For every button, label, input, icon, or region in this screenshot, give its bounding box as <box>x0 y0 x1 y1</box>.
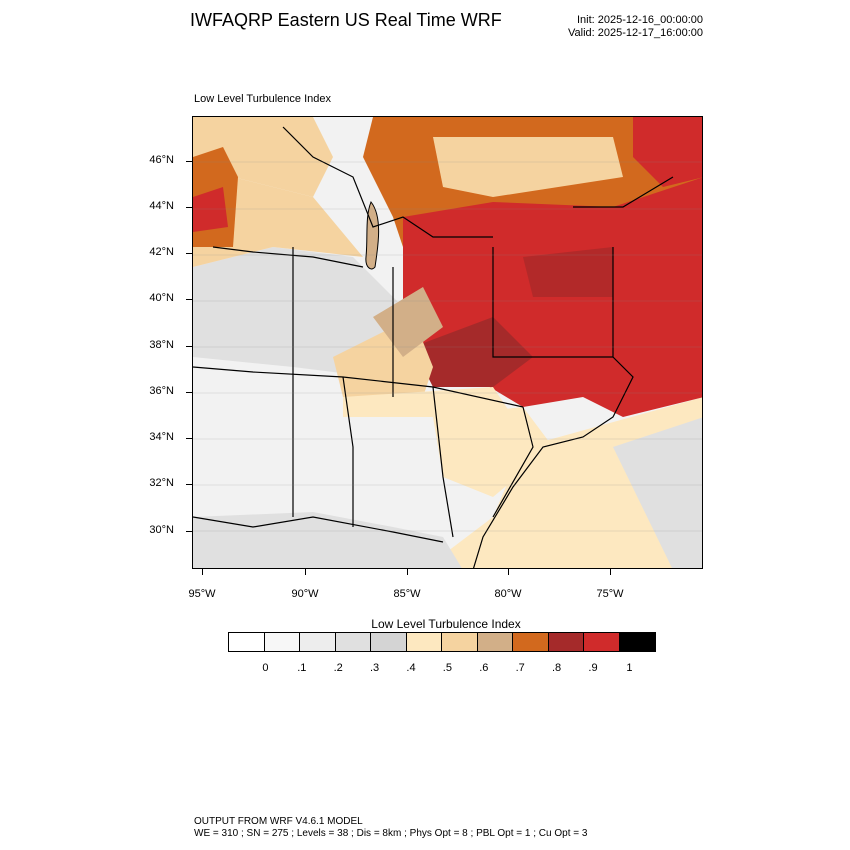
colorbar-label: .4 <box>406 662 416 674</box>
lat-label-38: 38°N <box>149 339 174 351</box>
lon-label-80: 80°W <box>494 588 522 600</box>
lon-tick <box>407 569 408 575</box>
lat-tick <box>186 531 192 532</box>
lon-label-75: 75°W <box>596 588 624 600</box>
colorbar-swatch <box>548 633 584 651</box>
colorbar-title: Low Level Turbulence Index <box>371 617 521 631</box>
lat-tick <box>186 484 192 485</box>
colorbar-label: .6 <box>479 662 489 674</box>
colorbar-swatch <box>229 633 265 651</box>
valid-time: Valid: 2025-12-17_16:00:00 <box>568 27 703 39</box>
colorbar-label: .1 <box>297 662 307 674</box>
lat-label-32: 32°N <box>149 477 174 489</box>
colorbar-label: 1 <box>626 662 633 674</box>
colorbar-label: .9 <box>588 662 598 674</box>
lon-label-85: 85°W <box>393 588 421 600</box>
colorbar-swatch <box>477 633 513 651</box>
colorbar-swatch <box>513 633 549 651</box>
colorbar-swatch <box>406 633 442 651</box>
map-panel <box>192 116 703 569</box>
model-footer: OUTPUT FROM WRF V4.6.1 MODEL WE = 310 ; … <box>194 816 587 840</box>
colorbar-swatch <box>619 633 655 651</box>
colorbar-swatch <box>300 633 336 651</box>
colorbar-swatch <box>371 633 407 651</box>
lat-tick <box>186 438 192 439</box>
figure-title: IWFAQRP Eastern US Real Time WRF <box>190 10 502 30</box>
time-info: Init: 2025-12-16_00:00:00 Valid: 2025-12… <box>568 14 703 40</box>
lat-label-30: 30°N <box>149 524 174 536</box>
lat-tick <box>186 253 192 254</box>
lat-label-34: 34°N <box>149 431 174 443</box>
colorbar-swatch <box>264 633 300 651</box>
lat-label-44: 44°N <box>149 200 174 212</box>
lon-tick <box>508 569 509 575</box>
colorbar <box>228 632 656 652</box>
colorbar-label: .3 <box>370 662 380 674</box>
footer-line-1: OUTPUT FROM WRF V4.6.1 MODEL <box>194 816 363 827</box>
colorbar-label: .8 <box>552 662 562 674</box>
lon-tick <box>305 569 306 575</box>
init-time: Init: 2025-12-16_00:00:00 <box>577 14 703 26</box>
colorbar-label: 0 <box>262 662 269 674</box>
colorbar-swatch <box>335 633 371 651</box>
lon-label-95: 95°W <box>188 588 216 600</box>
lat-tick <box>186 346 192 347</box>
map-field <box>193 117 702 568</box>
lat-label-46: 46°N <box>149 154 174 166</box>
lon-label-90: 90°W <box>291 588 319 600</box>
colorbar-swatch <box>584 633 620 651</box>
map-subtitle: Low Level Turbulence Index <box>194 93 331 105</box>
colorbar-swatch <box>442 633 478 651</box>
lat-label-42: 42°N <box>149 246 174 258</box>
colorbar-label: .7 <box>515 662 525 674</box>
lon-tick <box>202 569 203 575</box>
lat-tick <box>186 161 192 162</box>
lat-label-40: 40°N <box>149 292 174 304</box>
colorbar-label: .5 <box>442 662 452 674</box>
footer-line-2: WE = 310 ; SN = 275 ; Levels = 38 ; Dis … <box>194 828 588 839</box>
colorbar-label: .2 <box>333 662 343 674</box>
lat-tick <box>186 392 192 393</box>
lat-tick <box>186 207 192 208</box>
lon-tick <box>610 569 611 575</box>
lat-label-36: 36°N <box>149 385 174 397</box>
lat-tick <box>186 299 192 300</box>
